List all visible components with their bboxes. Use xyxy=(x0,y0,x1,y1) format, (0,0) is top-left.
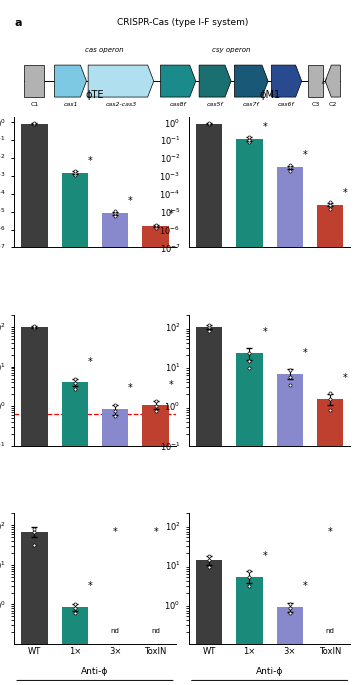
Text: a: a xyxy=(14,18,22,28)
Bar xyxy=(277,374,303,685)
Bar xyxy=(277,607,303,685)
Bar xyxy=(196,327,222,685)
Text: *: * xyxy=(262,122,267,132)
Text: *: * xyxy=(153,527,158,536)
Text: cas5f: cas5f xyxy=(207,102,223,107)
Text: *: * xyxy=(343,188,348,197)
Polygon shape xyxy=(272,65,302,97)
Text: *: * xyxy=(113,527,118,536)
Text: nd: nd xyxy=(151,628,160,634)
Polygon shape xyxy=(234,65,268,97)
Bar xyxy=(62,382,88,685)
Bar xyxy=(317,399,343,685)
Text: cas1: cas1 xyxy=(63,102,78,107)
Text: nd: nd xyxy=(111,628,120,634)
Text: cas operon: cas operon xyxy=(85,47,124,53)
X-axis label: Anti-ϕ: Anti-ϕ xyxy=(81,667,109,676)
Text: *: * xyxy=(169,379,173,390)
Text: nd: nd xyxy=(326,628,335,634)
Text: //: // xyxy=(321,78,326,84)
Polygon shape xyxy=(55,65,86,97)
Text: *: * xyxy=(88,357,92,366)
Polygon shape xyxy=(160,65,196,97)
Polygon shape xyxy=(325,65,340,97)
Bar xyxy=(196,560,222,685)
Bar xyxy=(102,214,129,685)
Text: cas7f: cas7f xyxy=(243,102,259,107)
Bar xyxy=(236,577,263,685)
Bar xyxy=(102,409,129,685)
Bar xyxy=(143,406,169,685)
Text: csy operon: csy operon xyxy=(212,47,250,53)
Text: *: * xyxy=(262,551,267,561)
Bar xyxy=(62,173,88,685)
Text: C3: C3 xyxy=(312,102,320,107)
Bar xyxy=(21,124,47,685)
Bar xyxy=(21,532,47,685)
FancyBboxPatch shape xyxy=(308,65,323,97)
Text: cas2-cas3: cas2-cas3 xyxy=(105,102,137,107)
Bar xyxy=(236,353,263,685)
Text: *: * xyxy=(128,383,133,393)
Text: *: * xyxy=(262,327,267,338)
Bar xyxy=(21,327,47,685)
Polygon shape xyxy=(88,65,154,97)
Text: C2: C2 xyxy=(329,102,337,107)
Bar xyxy=(62,607,88,685)
Text: *: * xyxy=(88,155,92,166)
Text: *: * xyxy=(128,197,133,206)
Text: *: * xyxy=(343,373,348,384)
Text: *: * xyxy=(303,349,308,358)
Title: ϕM1: ϕM1 xyxy=(259,90,280,99)
Polygon shape xyxy=(199,65,231,97)
Text: *: * xyxy=(169,210,173,219)
Bar xyxy=(143,227,169,685)
FancyBboxPatch shape xyxy=(24,65,44,97)
Text: *: * xyxy=(328,527,333,536)
Text: *: * xyxy=(303,151,308,160)
Title: ϕTE: ϕTE xyxy=(86,90,104,99)
Bar xyxy=(236,139,263,685)
Text: *: * xyxy=(88,582,92,591)
Bar xyxy=(277,168,303,685)
Text: C1: C1 xyxy=(30,102,39,107)
Text: cas8f: cas8f xyxy=(170,102,187,107)
Bar xyxy=(317,205,343,685)
Text: cas6f: cas6f xyxy=(278,102,295,107)
Bar xyxy=(196,124,222,685)
Text: *: * xyxy=(303,582,308,591)
Text: CRISPR-Cas (type I-F system): CRISPR-Cas (type I-F system) xyxy=(116,18,248,27)
X-axis label: Anti-ϕ: Anti-ϕ xyxy=(256,667,283,676)
